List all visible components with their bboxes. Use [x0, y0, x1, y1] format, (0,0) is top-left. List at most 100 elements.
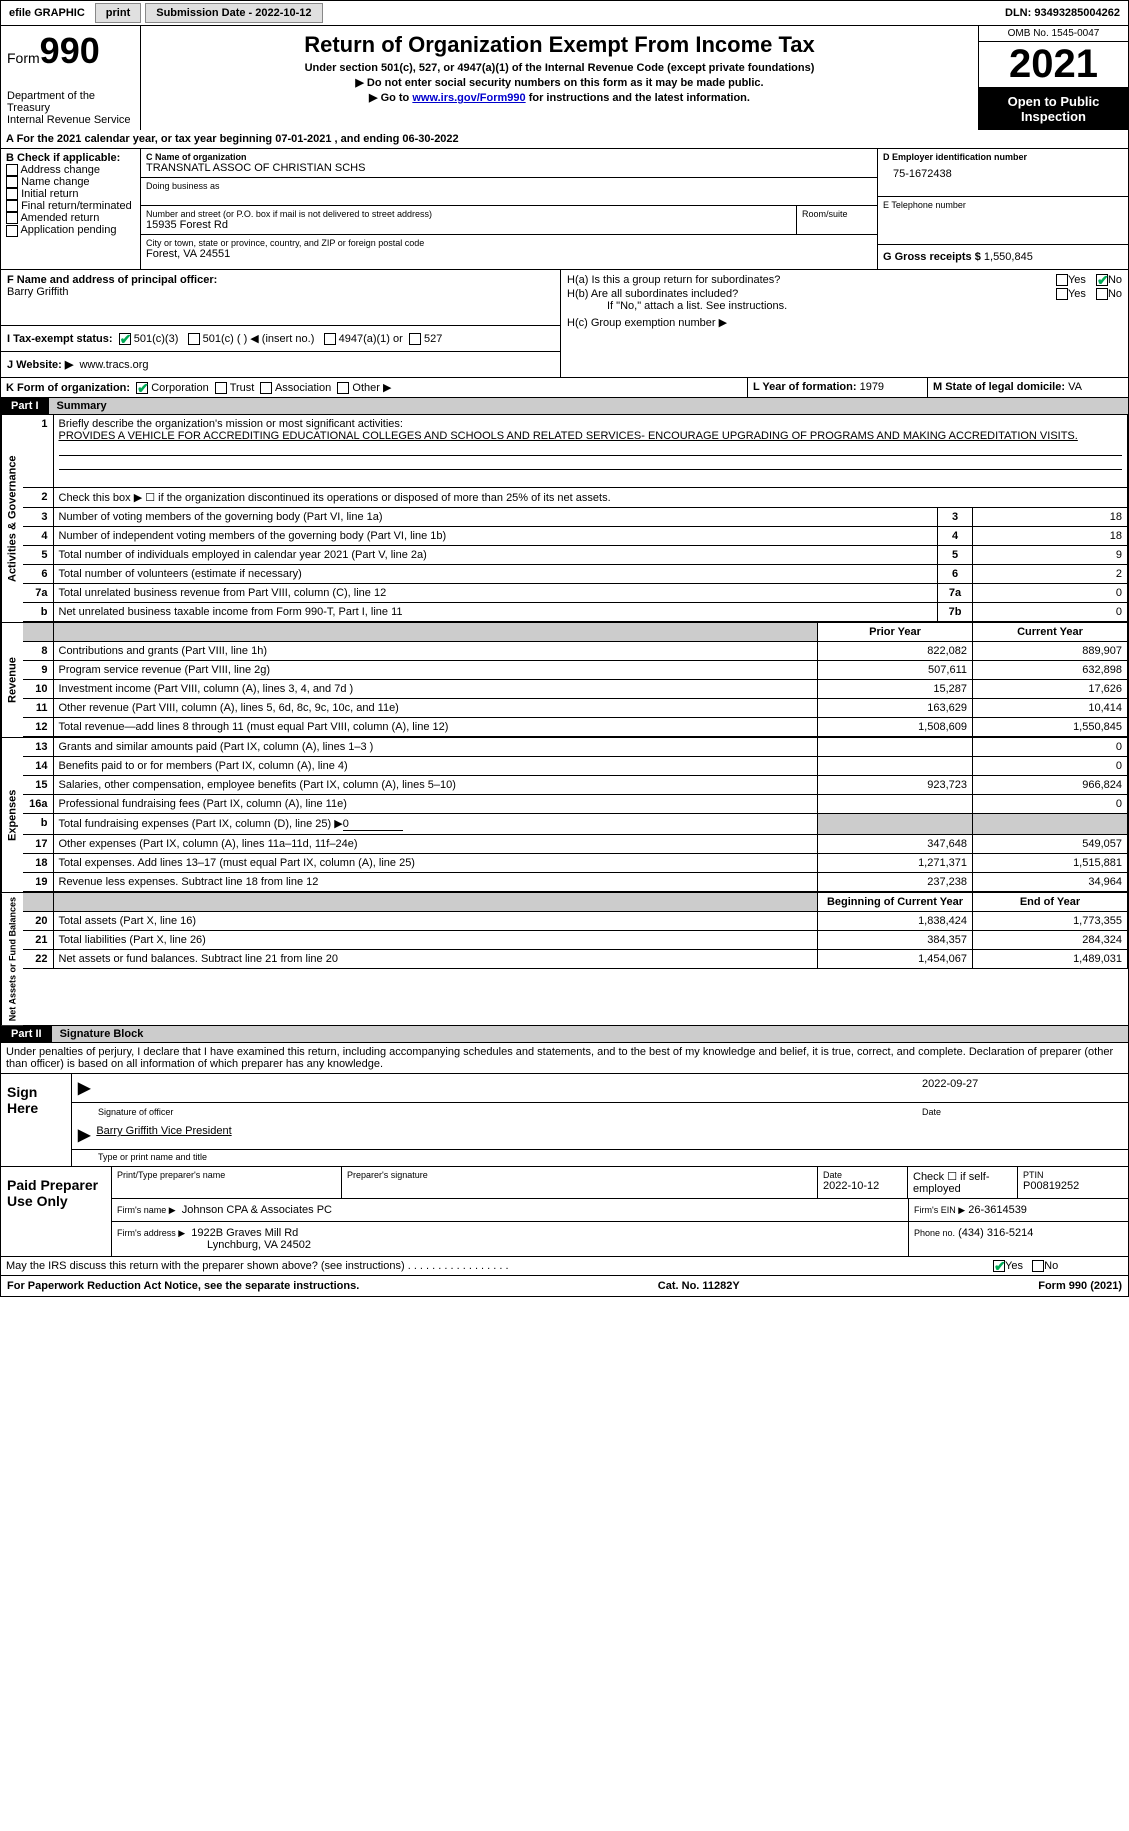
discuss-no[interactable] — [1032, 1260, 1044, 1272]
e15p: 923,723 — [818, 776, 973, 795]
chk-amended-return[interactable]: Amended return — [6, 212, 135, 224]
n21b: 384,357 — [818, 931, 973, 950]
chk-527[interactable] — [409, 333, 421, 345]
h-a-no[interactable]: No — [1096, 274, 1122, 286]
n22b: 1,454,067 — [818, 950, 973, 969]
l7b-label: Net unrelated business taxable income fr… — [53, 603, 938, 622]
box-b: B Check if applicable: Address change Na… — [1, 149, 141, 269]
h-c-label: H(c) Group exemption number ▶ — [567, 316, 1122, 329]
h-a-label: H(a) Is this a group return for subordin… — [567, 274, 1046, 286]
l14-label: Benefits paid to or for members (Part IX… — [53, 757, 818, 776]
l6-label: Total number of volunteers (estimate if … — [53, 565, 938, 584]
n20b: 1,838,424 — [818, 912, 973, 931]
sign-here-label: Sign Here — [1, 1074, 71, 1166]
phone-label: E Telephone number — [883, 200, 1123, 210]
form-title: Return of Organization Exempt From Incom… — [147, 32, 972, 58]
tax-status-label: I Tax-exempt status: — [7, 333, 113, 345]
submission-date-button[interactable]: Submission Date - 2022-10-12 — [145, 3, 322, 23]
sig-date-label: Date — [922, 1107, 1122, 1117]
firm-phone-val: (434) 316-5214 — [958, 1227, 1033, 1239]
r10p: 15,287 — [818, 680, 973, 699]
ein-label: D Employer identification number — [883, 152, 1123, 162]
note2-post: for instructions and the latest informat… — [526, 92, 750, 104]
l16a-label: Professional fundraising fees (Part IX, … — [53, 795, 818, 814]
r12p: 1,508,609 — [818, 718, 973, 737]
r9c: 632,898 — [973, 661, 1128, 680]
chk-initial-return[interactable]: Initial return — [6, 188, 135, 200]
r12c: 1,550,845 — [973, 718, 1128, 737]
e14c: 0 — [973, 757, 1128, 776]
net-table: Beginning of Current YearEnd of Year 20T… — [23, 893, 1128, 969]
l17-label: Other expenses (Part IX, column (A), lin… — [53, 835, 818, 854]
officer-value: Barry Griffith — [7, 286, 554, 298]
firm-addr1: 1922B Graves Mill Rd — [191, 1227, 298, 1239]
h-b-note: If "No," attach a list. See instructions… — [567, 300, 1122, 312]
chk-trust[interactable] — [215, 382, 227, 394]
website-label: J Website: ▶ — [7, 359, 73, 371]
chk-application-pending[interactable]: Application pending — [6, 224, 135, 236]
sig-date-val: 2022-09-27 — [922, 1078, 1122, 1098]
form-note1: ▶ Do not enter social security numbers o… — [147, 76, 972, 89]
note2-pre: ▶ Go to — [369, 92, 412, 104]
street-value: 15935 Forest Rd — [146, 219, 791, 231]
e17p: 347,648 — [818, 835, 973, 854]
l1-text: PROVIDES A VEHICLE FOR ACCREDITING EDUCA… — [59, 430, 1078, 442]
state-label: M State of legal domicile: — [933, 381, 1065, 393]
print-button[interactable]: print — [95, 3, 141, 23]
chk-501c3[interactable] — [119, 333, 131, 345]
dots — [408, 1260, 509, 1272]
l16b-val: 0 — [343, 818, 403, 831]
efile-label: efile GRAPHIC — [3, 7, 91, 19]
header-right: OMB No. 1545-0047 2021 Open to Public In… — [978, 26, 1128, 130]
e19c: 34,964 — [973, 873, 1128, 892]
hdr-beg: Beginning of Current Year — [818, 893, 973, 912]
l5-label: Total number of individuals employed in … — [53, 546, 938, 565]
h-b-no[interactable]: No — [1096, 288, 1122, 300]
form-subtitle: Under section 501(c), 527, or 4947(a)(1)… — [147, 62, 972, 74]
l1-label: Briefly describe the organization's miss… — [59, 418, 403, 430]
e16bp-shade — [818, 814, 973, 835]
l2-label: Check this box ▶ ☐ if the organization d… — [53, 488, 1128, 508]
chk-final-return[interactable]: Final return/terminated — [6, 200, 135, 212]
date2-label: Date — [823, 1170, 902, 1180]
chk-4947[interactable] — [324, 333, 336, 345]
year-form-value: 1979 — [860, 381, 884, 393]
h-b-yes[interactable]: Yes — [1056, 288, 1086, 300]
period-row: A For the 2021 calendar year, or tax yea… — [0, 130, 1129, 149]
arrow-icon: ▶ — [78, 1078, 90, 1098]
vert-gov: Activities & Governance — [1, 415, 23, 622]
chk-address-change[interactable]: Address change — [6, 164, 135, 176]
l4-label: Number of independent voting members of … — [53, 527, 938, 546]
r11c: 10,414 — [973, 699, 1128, 718]
perjury-row: Under penalties of perjury, I declare th… — [0, 1043, 1129, 1074]
n22e: 1,489,031 — [973, 950, 1128, 969]
firm-addr-label: Firm's address ▶ — [117, 1228, 185, 1238]
gross-value: 1,550,845 — [984, 251, 1033, 263]
expenses-section: Expenses 13Grants and similar amounts pa… — [0, 738, 1129, 893]
chk-corp[interactable] — [136, 382, 148, 394]
l5-val: 9 — [973, 546, 1128, 565]
footer-left: For Paperwork Reduction Act Notice, see … — [7, 1280, 359, 1292]
box-b-label: B Check if applicable: — [6, 152, 135, 164]
chk-assoc[interactable] — [260, 382, 272, 394]
chk-other[interactable] — [337, 382, 349, 394]
dept-label: Department of the Treasury — [7, 90, 134, 114]
part2-header: Part II Signature Block — [0, 1026, 1129, 1043]
chk-name-change[interactable]: Name change — [6, 176, 135, 188]
r8c: 889,907 — [973, 642, 1128, 661]
name-label: C Name of organization — [146, 152, 872, 162]
chk-501c[interactable] — [188, 333, 200, 345]
e16c: 0 — [973, 795, 1128, 814]
e14p — [818, 757, 973, 776]
discuss-yes[interactable] — [993, 1260, 1005, 1272]
check-self-emp[interactable]: Check ☐ if self-employed — [908, 1167, 1018, 1198]
form990-link[interactable]: www.irs.gov/Form990 — [412, 92, 525, 104]
l13-label: Grants and similar amounts paid (Part IX… — [53, 738, 818, 757]
r11p: 163,629 — [818, 699, 973, 718]
firm-ein-val: 26-3614539 — [968, 1204, 1027, 1216]
h-a-yes[interactable]: Yes — [1056, 274, 1086, 286]
type-name-label: Type or print name and title — [72, 1150, 1128, 1166]
firm-phone-label: Phone no. — [914, 1228, 955, 1238]
sign-here-block: Sign Here ▶ 2022-09-27 Signature of offi… — [0, 1074, 1129, 1167]
activities-governance: Activities & Governance 1 Briefly descri… — [0, 415, 1129, 623]
